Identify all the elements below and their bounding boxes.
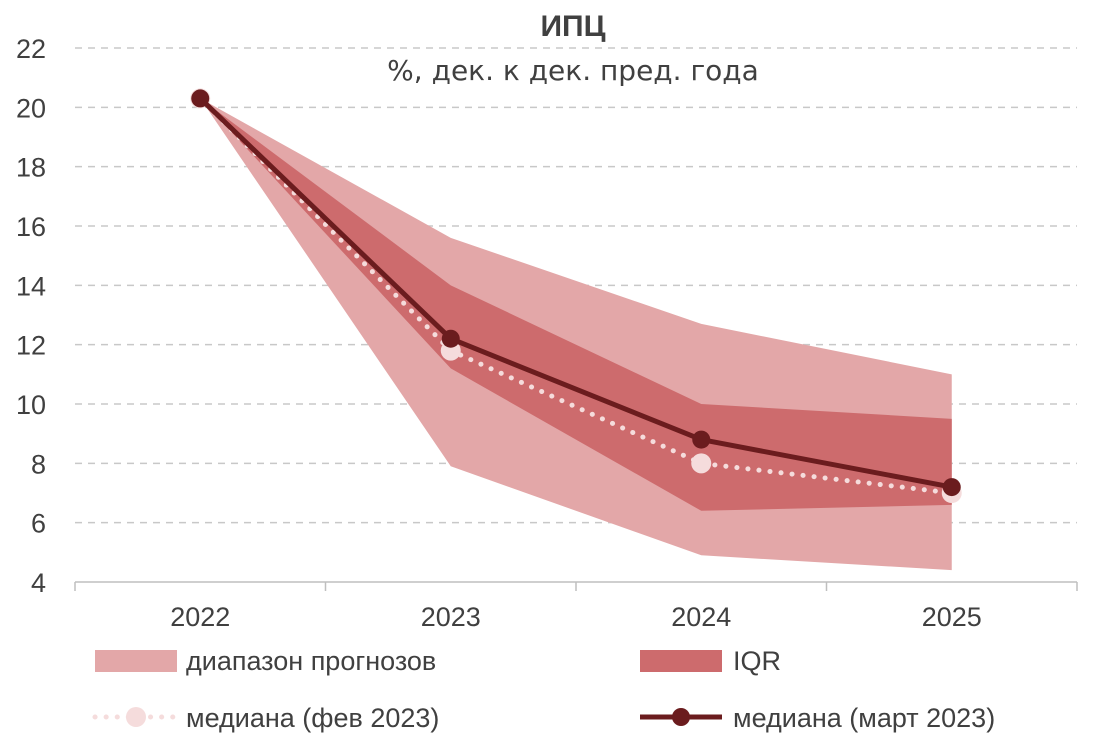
legend: диапазон прогнозов IQR медиана (фев 2023) м… — [92, 646, 995, 733]
x-tick-label: 2025 — [922, 602, 982, 632]
y-tick-label: 20 — [16, 93, 46, 123]
legend-swatch-iqr — [640, 650, 722, 672]
y-tick-label: 6 — [31, 509, 46, 539]
x-tick-label: 2024 — [671, 602, 731, 632]
chart-title: ИПЦ — [540, 10, 605, 43]
y-tick-label: 4 — [31, 568, 46, 598]
series-point-mar — [441, 329, 460, 348]
x-axis-ticks: 2022 2023 2024 2025 — [170, 602, 982, 632]
y-tick-label: 22 — [16, 34, 46, 64]
legend-label-range: диапазон прогнозов — [186, 646, 436, 676]
y-tick-label: 14 — [16, 271, 46, 301]
y-tick-label: 18 — [16, 153, 46, 183]
y-tick-label: 16 — [16, 212, 46, 242]
x-tick-label: 2022 — [170, 602, 230, 632]
series — [190, 88, 962, 503]
legend-marker-mar — [672, 708, 690, 726]
series-line-feb — [197, 95, 955, 496]
series-line-mar — [198, 96, 953, 490]
legend-swatch-range — [95, 650, 177, 672]
y-axis-ticks: 4 6 8 10 12 14 16 18 20 22 — [16, 34, 46, 598]
series-point-mar — [942, 478, 961, 497]
chart-subtitle: %, дек. к дек. пред. года — [387, 54, 759, 87]
series-point-mar — [191, 89, 210, 108]
x-tick-label: 2023 — [421, 602, 481, 632]
series-point-mar — [692, 430, 711, 449]
band-iqr — [200, 98, 952, 511]
series-point-feb — [691, 453, 712, 474]
y-tick-label: 12 — [16, 331, 46, 361]
y-tick-label: 10 — [16, 390, 46, 420]
x-axis — [74, 581, 1078, 591]
legend-label-feb: медиана (фев 2023) — [186, 703, 439, 733]
legend-label-iqr: IQR — [733, 646, 781, 676]
y-tick-label: 8 — [31, 449, 46, 479]
bands — [200, 98, 952, 571]
legend-label-mar: медиана (март 2023) — [733, 703, 995, 733]
legend-marker-feb — [126, 707, 146, 727]
